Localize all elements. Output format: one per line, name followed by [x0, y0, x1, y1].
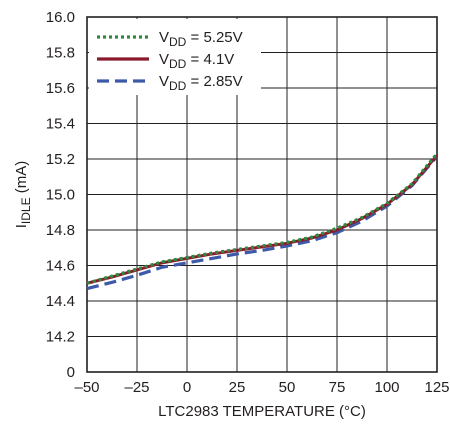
- x-tick-label: 125: [424, 379, 449, 396]
- x-tick-label: 25: [229, 379, 246, 396]
- grid: [87, 17, 437, 372]
- series-line: [86, 152, 439, 285]
- y-axis-title-unit: (mA): [13, 161, 30, 198]
- legend-label: VDD = 2.85V: [159, 73, 243, 93]
- x-tick-label: 100: [374, 379, 399, 396]
- x-tick-label: 0: [183, 379, 191, 396]
- x-axis-title: LTC2983 TEMPERATURE (°C): [158, 403, 366, 420]
- series-lines: [86, 152, 439, 291]
- y-axis-title-main: I: [13, 224, 30, 228]
- y-tick-label: 15.2: [46, 151, 75, 168]
- x-tick-label: –50: [74, 379, 99, 396]
- y-tick-label: 14.2: [46, 329, 75, 346]
- x-tick-label: 75: [329, 379, 346, 396]
- legend-label: VDD = 4.1V: [159, 51, 234, 71]
- y-axis-ticks: 0 14.2 14.4 14.6 14.8 15.0 15.2 15.4 15.6 15.8 16.…: [46, 9, 75, 381]
- y-tick-label: 0: [67, 364, 75, 381]
- y-tick-label: 15.4: [46, 116, 75, 133]
- y-tick-label: 15.6: [46, 80, 75, 97]
- y-tick-label: 14.8: [46, 222, 75, 239]
- series-line: [86, 154, 439, 285]
- series-line: [86, 155, 439, 291]
- y-tick-label: 16.0: [46, 9, 75, 26]
- y-axis-title: IIDLE (mA): [13, 161, 33, 229]
- y-tick-label: 14.6: [46, 258, 75, 275]
- y-tick-label: 14.4: [46, 293, 75, 310]
- legend-label: VDD = 5.25V: [159, 29, 243, 49]
- x-tick-label: 50: [279, 379, 296, 396]
- y-axis-title-subscript: IDLE: [19, 197, 33, 224]
- plot-area: [86, 16, 438, 373]
- y-tick-label: 15.8: [46, 45, 75, 62]
- x-tick-label: –25: [124, 379, 149, 396]
- x-axis-ticks: –50 –25 0 25 50 75 100 125: [74, 379, 449, 396]
- y-tick-label: 15.0: [46, 187, 75, 204]
